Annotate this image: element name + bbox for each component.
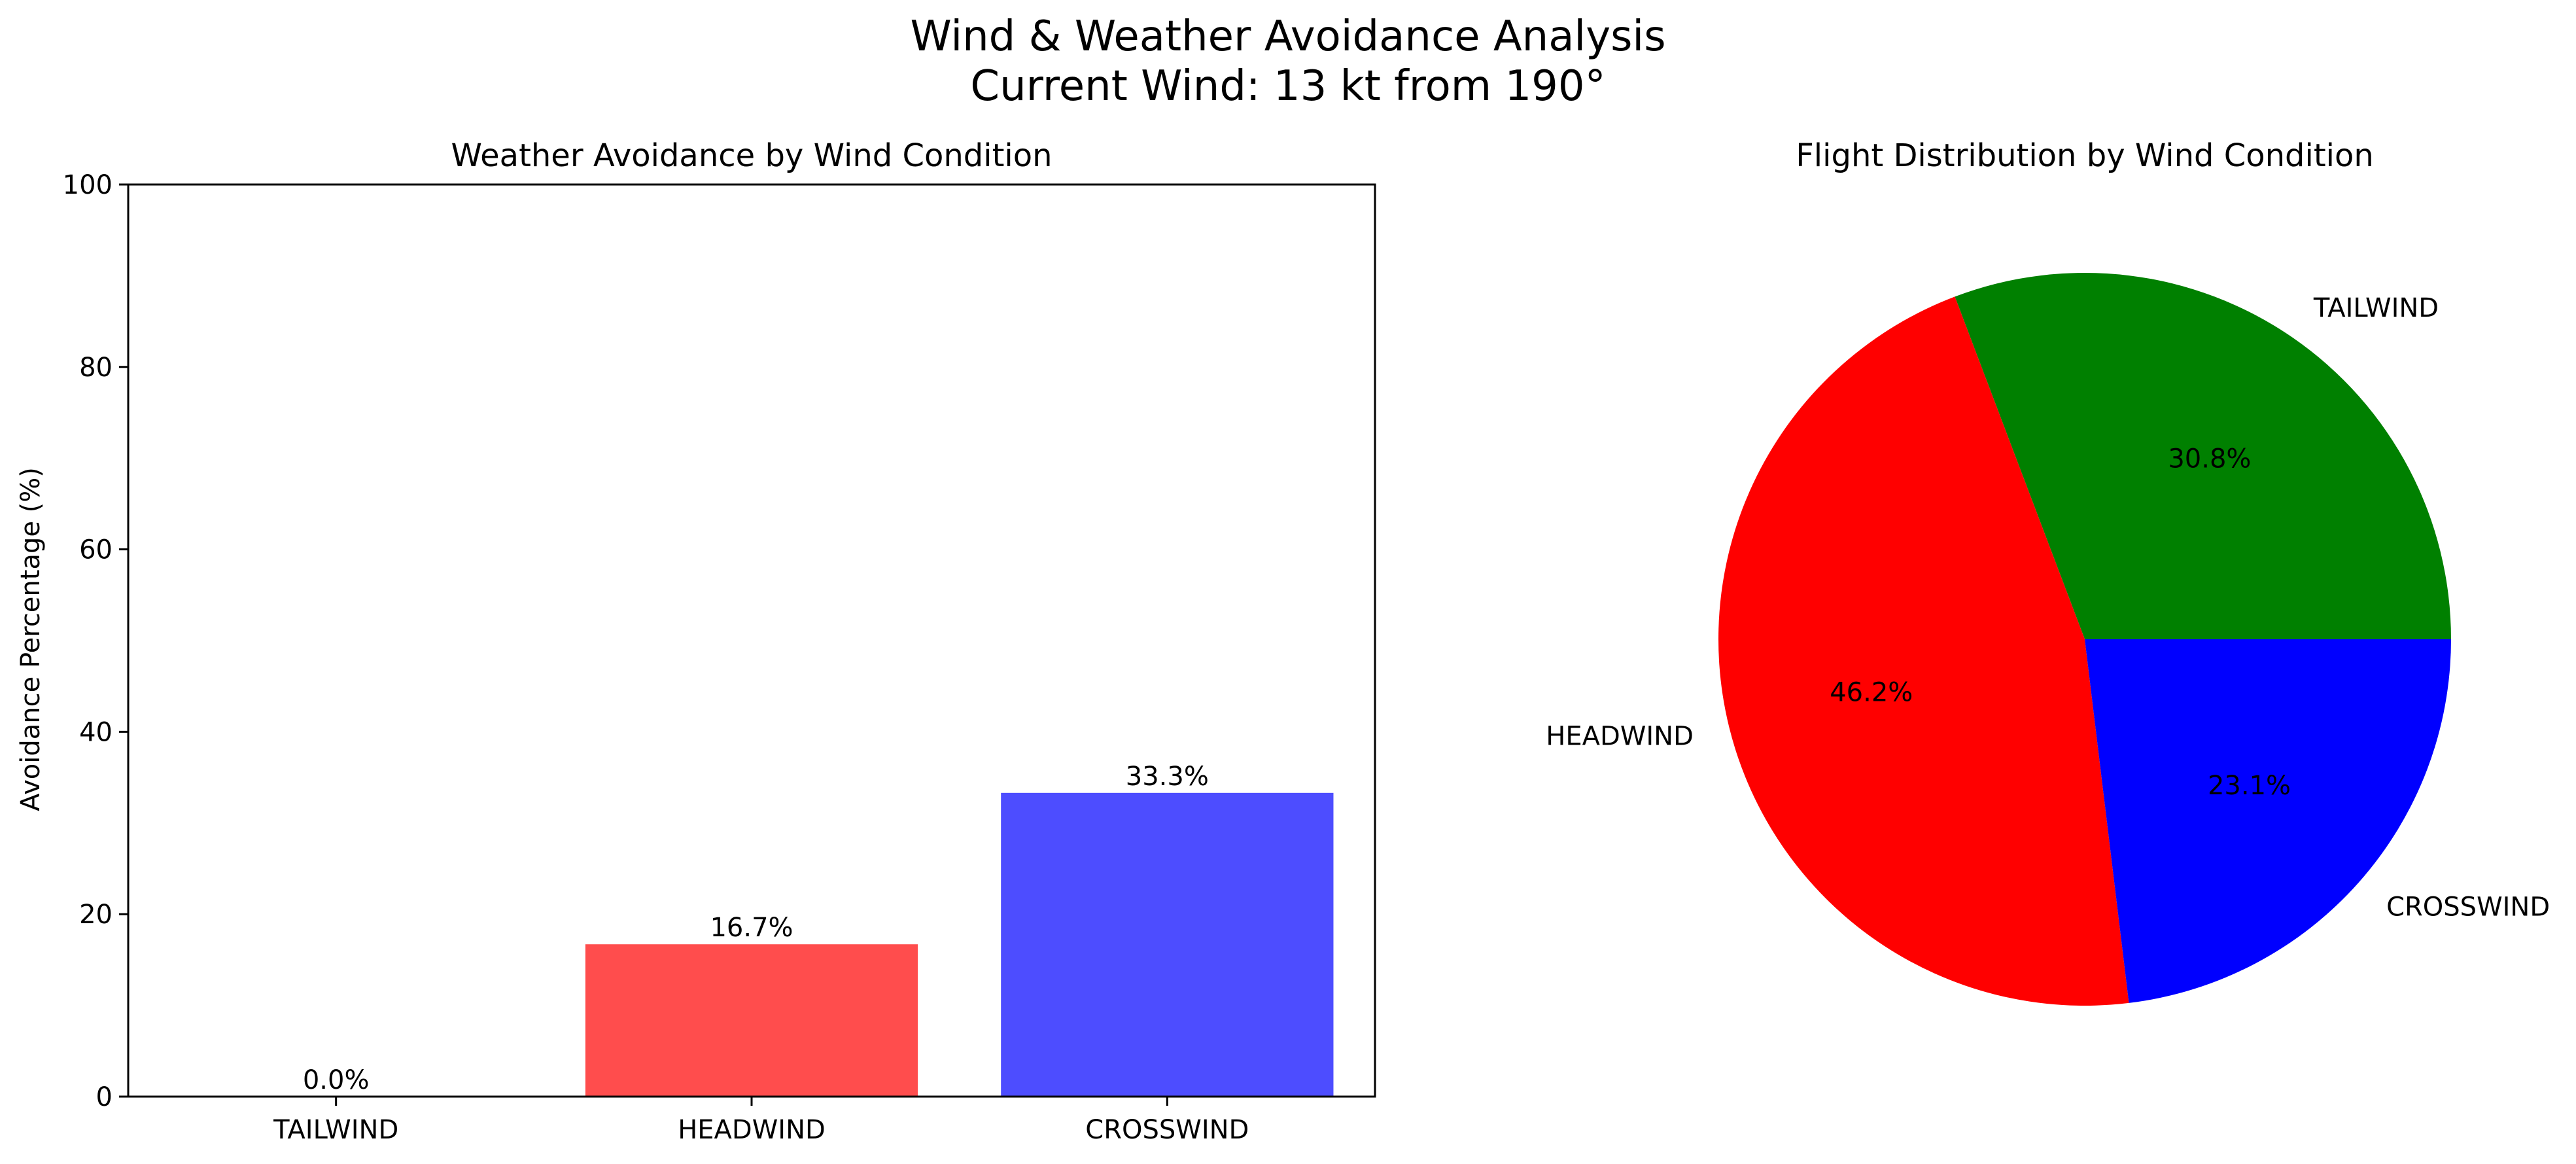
pie-pct-label: 46.2%	[1830, 677, 1913, 707]
y-tick-label: 0	[96, 1082, 113, 1112]
y-tick-label: 20	[79, 900, 113, 930]
plot-frame	[127, 183, 1376, 1098]
y-axis-ticks: 0 20 40 60 80 100	[63, 170, 128, 1112]
x-tick-label: TAILWIND	[273, 1115, 398, 1145]
pie-chart-title: Flight Distribution by Wind Condition	[1796, 137, 2374, 174]
bars: 0.0% 16.7% 33.3%	[303, 762, 1334, 1097]
pie-pct-label: 30.8%	[2168, 444, 2251, 474]
y-tick-label: 100	[63, 170, 113, 200]
pie-slice-crosswind	[2085, 639, 2451, 1003]
figure-title-line-1: Wind & Weather Avoidance Analysis	[910, 12, 1666, 61]
y-tick-label: 60	[79, 535, 113, 565]
y-tick-label: 80	[79, 353, 113, 383]
bar-chart-title: Weather Avoidance by Wind Condition	[451, 137, 1052, 174]
bar-value-label: 33.3%	[1126, 762, 1209, 792]
figure-title-line-2: Current Wind: 13 kt from 190°	[970, 62, 1606, 111]
pie-slice-tailwind	[1955, 272, 2451, 639]
x-tick-label: CROSSWIND	[1085, 1115, 1249, 1145]
bar-value-label: 0.0%	[303, 1065, 370, 1095]
pie-category-label: HEADWIND	[1546, 721, 1694, 751]
bar-crosswind	[1001, 792, 1334, 1097]
x-axis-ticks: TAILWIND HEADWIND CROSSWIND	[273, 1097, 1249, 1145]
bar-chart: Weather Avoidance by Wind Condition Avoi…	[16, 137, 1376, 1145]
bar-headwind	[585, 944, 918, 1097]
x-tick-label: HEADWIND	[678, 1115, 826, 1145]
pie-slice-headwind	[1718, 296, 2129, 1006]
pie-labels: 30.8% TAILWIND 46.2% HEADWIND 23.1% CROSSWIND	[1546, 293, 2550, 922]
pie-slices	[1718, 272, 2451, 1006]
pie-chart: Flight Distribution by Wind Condition 30…	[1546, 137, 2550, 1006]
y-tick-label: 40	[79, 717, 113, 747]
pie-category-label: TAILWIND	[2313, 293, 2439, 323]
pie-category-label: CROSSWIND	[2386, 892, 2550, 922]
y-axis-label: Avoidance Percentage (%)	[16, 467, 46, 811]
bar-value-label: 16.7%	[710, 913, 793, 943]
pie-pct-label: 23.1%	[2208, 771, 2291, 801]
